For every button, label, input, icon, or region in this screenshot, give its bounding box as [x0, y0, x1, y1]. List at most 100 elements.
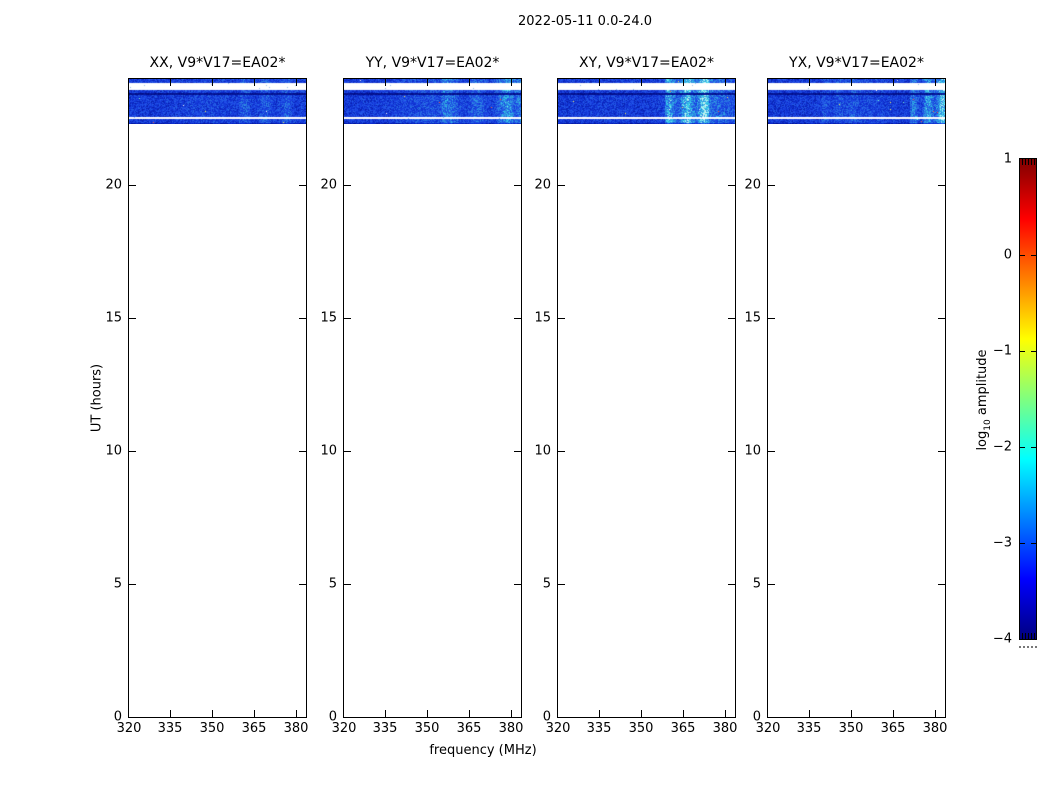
- x-tick-mark: [511, 79, 512, 86]
- y-tick-label: 10: [105, 443, 122, 459]
- x-tick-label: 380: [498, 721, 524, 736]
- y-tick-mark: [514, 451, 521, 452]
- colorbar-tick-mark: [1020, 351, 1025, 352]
- x-tick-label: 335: [586, 721, 612, 736]
- x-tick-mark: [385, 79, 386, 86]
- y-tick-mark: [768, 584, 775, 585]
- x-tick-mark: [893, 79, 894, 86]
- y-tick-label: 10: [744, 443, 761, 459]
- x-tick-mark: [254, 710, 255, 717]
- x-tick-mark: [212, 79, 213, 86]
- x-tick-mark: [599, 710, 600, 717]
- y-tick-label: 5: [542, 576, 551, 592]
- y-tick-mark: [129, 584, 136, 585]
- x-tick-label: 335: [157, 721, 183, 736]
- y-tick-mark: [299, 451, 306, 452]
- x-tick-mark: [935, 710, 936, 717]
- colorbar-label-suffix: amplitude: [975, 349, 991, 420]
- x-tick-mark: [427, 79, 428, 86]
- x-tick-label: 350: [838, 721, 864, 736]
- x-tick-mark: [641, 79, 642, 86]
- x-axis-label: frequency (MHz): [429, 743, 537, 758]
- x-tick-mark: [725, 79, 726, 86]
- spectrum-panel-xy: [557, 78, 736, 718]
- y-tick-label: 0: [328, 709, 337, 725]
- x-tick-label: 365: [880, 721, 906, 736]
- colorbar-end-hatch: [1022, 633, 1023, 639]
- y-tick-mark: [299, 584, 306, 585]
- x-tick-label: 350: [199, 721, 225, 736]
- y-tick-label: 15: [105, 310, 122, 326]
- colorbar-tick-label: −2: [992, 439, 1012, 455]
- data-band-xy: [558, 79, 735, 124]
- colorbar-tick-mark: [1031, 543, 1036, 544]
- x-tick-label: 380: [712, 721, 738, 736]
- spectrum-panel-xx: [128, 78, 307, 718]
- y-tick-mark: [514, 318, 521, 319]
- spectrum-panel-yx: [767, 78, 946, 718]
- x-tick-label: 335: [372, 721, 398, 736]
- x-tick-mark: [683, 710, 684, 717]
- y-tick-mark: [129, 451, 136, 452]
- x-tick-mark: [893, 710, 894, 717]
- x-tick-mark: [469, 710, 470, 717]
- x-tick-mark: [170, 710, 171, 717]
- x-tick-mark: [385, 710, 386, 717]
- colorbar-end-hatch: [1031, 159, 1032, 165]
- y-tick-label: 20: [105, 177, 122, 193]
- x-tick-mark: [935, 79, 936, 86]
- x-tick-label: 365: [670, 721, 696, 736]
- panel-title-xy: XY, V9*V17=EA02*: [579, 55, 714, 71]
- colorbar-end-hatch: [1028, 159, 1029, 165]
- colorbar-axis-label: log10 amplitude: [975, 349, 993, 450]
- x-tick-mark: [511, 710, 512, 717]
- y-tick-mark: [514, 185, 521, 186]
- colorbar-end-hatch: [1028, 633, 1029, 639]
- y-tick-label: 0: [542, 709, 551, 725]
- y-tick-mark: [299, 318, 306, 319]
- y-tick-mark: [938, 584, 945, 585]
- y-tick-label: 5: [113, 576, 122, 592]
- x-tick-mark: [254, 79, 255, 86]
- colorbar: [1019, 158, 1037, 640]
- figure-title: 2022-05-11 0.0-24.0: [518, 14, 652, 29]
- colorbar-tick-label: 0: [1003, 247, 1012, 263]
- colorbar-tick-mark: [1020, 255, 1025, 256]
- panel-title-xx: XX, V9*V17=EA02*: [149, 55, 286, 71]
- y-tick-mark: [768, 185, 775, 186]
- y-tick-mark: [344, 318, 351, 319]
- x-tick-mark: [427, 710, 428, 717]
- colorbar-tick-mark: [1020, 543, 1025, 544]
- y-tick-label: 10: [320, 443, 337, 459]
- colorbar-tick-label: 1: [1003, 151, 1012, 167]
- y-tick-mark: [768, 451, 775, 452]
- y-tick-mark: [728, 584, 735, 585]
- colorbar-label-subscript: 10: [982, 419, 993, 431]
- y-axis-label: UT (hours): [89, 363, 105, 433]
- y-tick-mark: [768, 318, 775, 319]
- y-tick-mark: [728, 185, 735, 186]
- x-tick-mark: [851, 710, 852, 717]
- x-tick-label: 365: [456, 721, 482, 736]
- x-tick-mark: [851, 79, 852, 86]
- y-tick-label: 20: [744, 177, 761, 193]
- colorbar-end-hatch: [1025, 159, 1026, 165]
- y-tick-mark: [514, 584, 521, 585]
- y-tick-mark: [728, 451, 735, 452]
- y-tick-mark: [344, 451, 351, 452]
- y-tick-label: 15: [320, 310, 337, 326]
- x-tick-mark: [725, 710, 726, 717]
- y-tick-label: 20: [320, 177, 337, 193]
- x-tick-mark: [809, 79, 810, 86]
- spectrum-panel-yy: [343, 78, 522, 718]
- colorbar-tick-mark: [1020, 447, 1025, 448]
- x-tick-label: 320: [116, 721, 142, 736]
- y-tick-label: 15: [534, 310, 551, 326]
- panel-title-yx: YX, V9*V17=EA02*: [789, 55, 924, 71]
- y-tick-label: 5: [328, 576, 337, 592]
- x-tick-label: 335: [796, 721, 822, 736]
- y-tick-mark: [344, 584, 351, 585]
- x-tick-label: 365: [241, 721, 267, 736]
- y-tick-mark: [938, 451, 945, 452]
